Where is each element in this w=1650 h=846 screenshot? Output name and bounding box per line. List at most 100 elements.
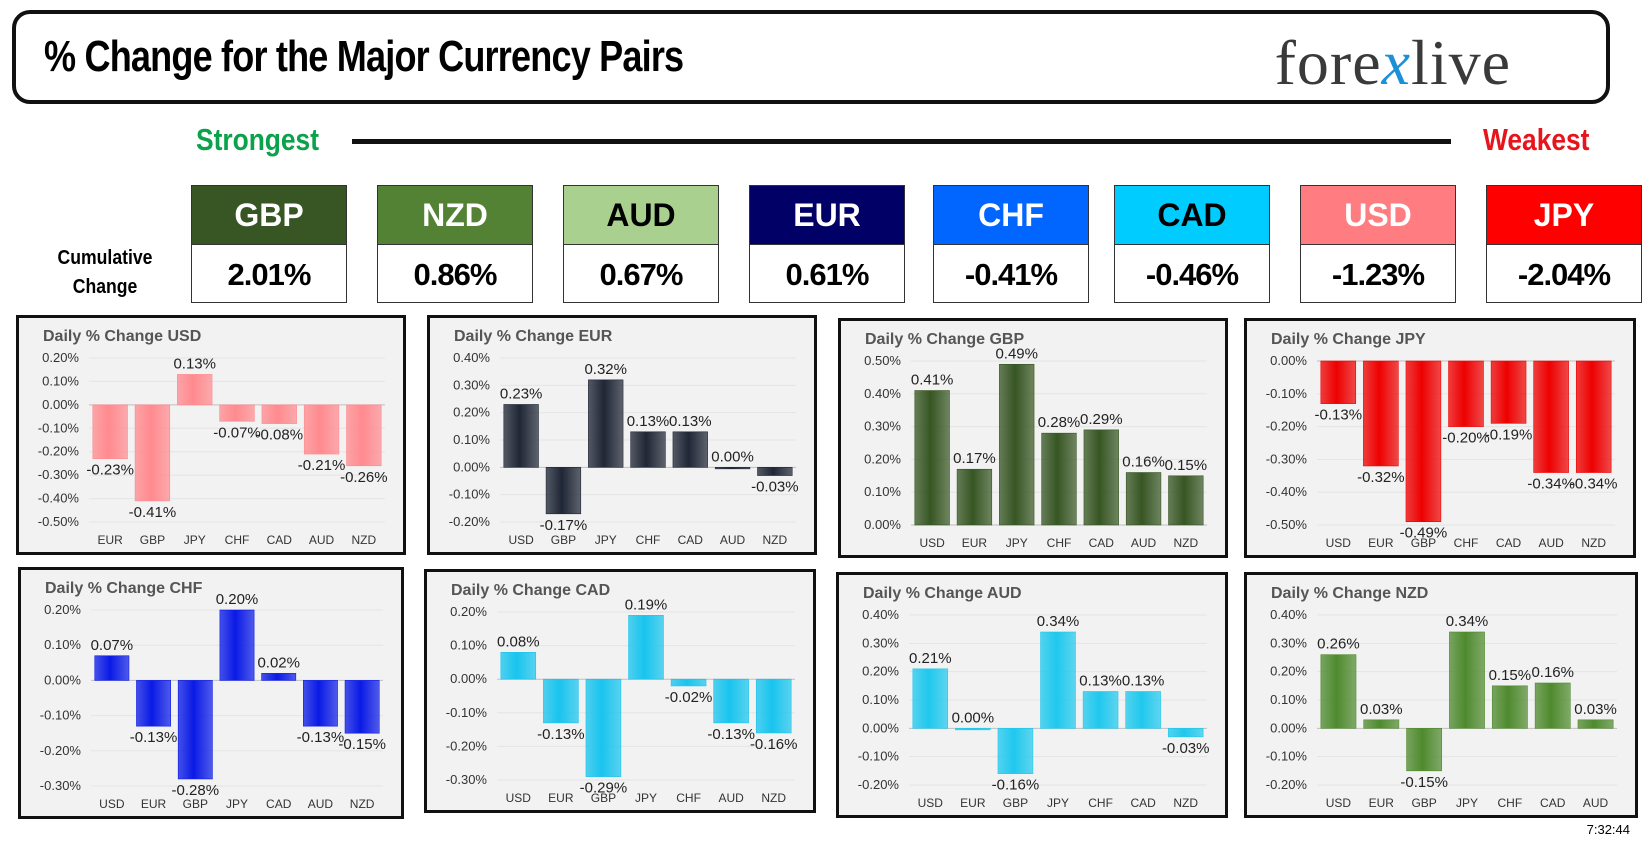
y-tick-label: -0.50% bbox=[38, 514, 80, 529]
x-tick-label: GBP bbox=[140, 533, 165, 547]
chart-title: Daily % Change AUD bbox=[863, 585, 1022, 602]
data-label: -0.26% bbox=[340, 469, 388, 486]
bar-eur bbox=[136, 680, 171, 727]
data-label: -0.17% bbox=[540, 517, 588, 534]
ccy-code: CHF bbox=[934, 186, 1088, 245]
x-tick-label: NZD bbox=[1581, 536, 1606, 550]
data-label: -0.13% bbox=[1315, 407, 1363, 424]
ccy-cumulative-value: 2.01% bbox=[227, 257, 312, 292]
ccy-cumulative-value: 0.61% bbox=[785, 257, 870, 292]
data-label: 0.28% bbox=[1038, 414, 1081, 431]
bar-chf bbox=[1448, 360, 1484, 427]
data-label: 0.21% bbox=[909, 650, 952, 667]
bar-aud bbox=[714, 467, 751, 470]
chart-panel-7: Daily % Change AUD -0.20% -0.10% 0.00% 0.10%… bbox=[836, 572, 1228, 818]
x-tick-label: CHF bbox=[1454, 536, 1479, 550]
x-tick-label: AUD bbox=[308, 797, 334, 811]
y-tick-label: 0.50% bbox=[864, 353, 901, 368]
y-tick-label: 0.00% bbox=[450, 671, 487, 686]
x-tick-label: EUR bbox=[97, 533, 123, 547]
bar-nzd bbox=[1168, 475, 1204, 526]
chart-title: Daily % Change USD bbox=[43, 328, 202, 345]
data-label: -0.13% bbox=[537, 726, 585, 743]
chart-title: Daily % Change EUR bbox=[454, 328, 613, 345]
y-tick-label: -0.10% bbox=[1266, 749, 1308, 764]
y-tick-label: -0.40% bbox=[38, 491, 80, 506]
chart-title: Daily % Change GBP bbox=[865, 331, 1025, 348]
data-label: -0.07% bbox=[213, 424, 261, 441]
y-tick-label: 0.10% bbox=[42, 373, 79, 388]
chart-panel-1: Daily % Change USD -0.50% -0.40% -0.30% -0.2… bbox=[16, 315, 406, 555]
x-tick-label: CAD bbox=[266, 797, 292, 811]
bar-cad bbox=[261, 404, 297, 424]
x-tick-label: NZD bbox=[350, 797, 375, 811]
data-label: 0.15% bbox=[1165, 457, 1208, 474]
ccy-cumulative-value: -0.46% bbox=[1145, 257, 1239, 292]
data-label: -0.19% bbox=[1485, 426, 1533, 443]
x-tick-label: AUD bbox=[1131, 536, 1157, 550]
data-label: 0.49% bbox=[995, 345, 1038, 362]
y-tick-label: -0.30% bbox=[40, 778, 82, 793]
bar-usd bbox=[1320, 360, 1357, 404]
ccy-box-usd: USD -1.23% bbox=[1300, 185, 1456, 303]
ccy-box-nzd: NZD 0.86% bbox=[377, 185, 533, 303]
data-label: -0.15% bbox=[338, 736, 386, 753]
y-tick-label: 0.20% bbox=[862, 664, 899, 679]
ccy-cumulative-value: 0.86% bbox=[413, 257, 498, 292]
x-tick-label: EUR bbox=[1368, 536, 1394, 550]
x-tick-label: EUR bbox=[962, 536, 988, 550]
y-tick-label: 0.00% bbox=[44, 672, 81, 687]
bar-aud bbox=[1577, 719, 1614, 729]
data-label: 0.23% bbox=[500, 385, 543, 402]
bar-gbp bbox=[1406, 728, 1443, 772]
strongest-label: Strongest bbox=[196, 122, 319, 157]
x-tick-label: CAD bbox=[1130, 796, 1156, 810]
chart-panel-6: Daily % Change CAD -0.30% -0.20% -0.10% 0.00… bbox=[424, 569, 816, 813]
y-tick-label: -0.30% bbox=[1266, 451, 1308, 466]
x-tick-label: NZD bbox=[1174, 536, 1199, 550]
bar-gbp bbox=[585, 678, 622, 777]
strength-scale-line bbox=[352, 139, 1451, 144]
y-tick-label: 0.00% bbox=[864, 517, 901, 532]
bar-cad bbox=[261, 673, 297, 681]
y-tick-label: 0.30% bbox=[453, 377, 490, 392]
x-tick-label: USD bbox=[918, 796, 944, 810]
y-tick-label: 0.00% bbox=[453, 459, 490, 474]
data-label: -0.03% bbox=[1162, 740, 1210, 757]
data-label: 0.29% bbox=[1080, 411, 1123, 428]
bar-aud bbox=[713, 678, 749, 724]
y-tick-label: -0.10% bbox=[38, 420, 80, 435]
bar-jpy bbox=[588, 379, 624, 468]
bar-chf bbox=[1491, 685, 1528, 729]
x-tick-label: GBP bbox=[183, 797, 208, 811]
x-tick-label: CHF bbox=[676, 791, 701, 805]
data-label: 0.17% bbox=[953, 450, 996, 467]
ccy-code: EUR bbox=[750, 186, 904, 245]
data-label: 0.00% bbox=[711, 448, 754, 465]
bar-nzd bbox=[757, 467, 793, 476]
x-tick-label: JPY bbox=[595, 533, 617, 547]
header-box: % Change for the Major Currency Pairs fo… bbox=[12, 10, 1610, 104]
y-tick-label: 0.10% bbox=[862, 692, 899, 707]
bar-eur bbox=[956, 468, 993, 526]
data-label: -0.49% bbox=[1400, 525, 1448, 542]
x-tick-label: AUD bbox=[309, 533, 335, 547]
bar-usd bbox=[914, 390, 950, 526]
data-label: -0.20% bbox=[1442, 430, 1490, 447]
chart-title: Daily % Change NZD bbox=[1271, 585, 1429, 602]
y-tick-label: -0.20% bbox=[40, 743, 82, 758]
cumulative-change-label: Cumulative Change bbox=[57, 247, 153, 298]
x-tick-label: GBP bbox=[1411, 796, 1436, 810]
data-label: 0.03% bbox=[1574, 701, 1617, 718]
x-tick-label: USD bbox=[508, 533, 534, 547]
data-label: 0.41% bbox=[911, 372, 954, 389]
x-tick-label: GBP bbox=[551, 533, 576, 547]
bar-nzd bbox=[1575, 360, 1612, 473]
x-tick-label: JPY bbox=[1006, 536, 1028, 550]
bar-nzd bbox=[346, 404, 382, 467]
bar-chart: 0.00% 0.10% 0.20% 0.30% 0.40% 0.50% 0.41% USD 0.… bbox=[864, 345, 1208, 550]
chart-title: Daily % Change CHF bbox=[45, 580, 203, 597]
bar-cad bbox=[1125, 691, 1161, 729]
chart-panel-3: Daily % Change GBP 0.00% 0.10% 0.20% 0.30% 0.… bbox=[838, 318, 1228, 558]
chart-panel-5: Daily % Change CHF -0.30% -0.20% -0.10% 0.00… bbox=[18, 567, 404, 819]
